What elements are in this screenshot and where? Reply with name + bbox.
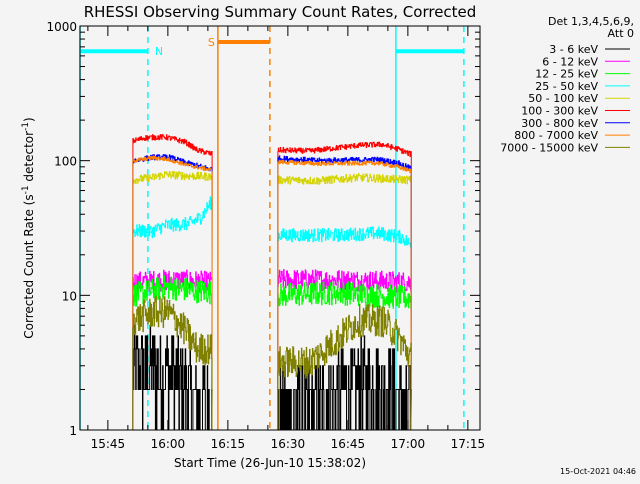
legend-label: 25 - 50 keV [535, 80, 598, 93]
legend-label: 100 - 300 keV [521, 105, 598, 118]
x-tick-label: 16:00 [151, 437, 186, 451]
series-line-3-6keV [277, 335, 412, 431]
series-line-25-50keV [277, 226, 412, 431]
x-tick-label: 16:15 [211, 437, 246, 451]
series-line-7000-15000keV [277, 304, 412, 431]
plot-area: NS [79, 26, 465, 431]
legend-label: 300 - 800 keV [521, 117, 598, 130]
series-line-12-25keV [132, 275, 213, 431]
legend-label: 50 - 100 keV [528, 92, 598, 105]
series-line-800-7000keV [132, 155, 213, 431]
x-tick-label: 16:30 [271, 437, 306, 451]
y-tick-label: 100 [54, 155, 77, 169]
series-line-3-6keV [132, 324, 213, 431]
legend-header-2: Att 0 [608, 27, 634, 40]
legend-label: 12 - 25 keV [535, 68, 598, 81]
x-axis-label: Start Time (26-Jun-10 15:38:02) [174, 456, 366, 470]
series-line-100-300keV [132, 134, 213, 431]
legend-label: 800 - 7000 keV [514, 129, 598, 142]
legend-label: 6 - 12 keV [542, 55, 598, 68]
x-tick-label: 16:45 [331, 437, 366, 451]
x-tick-label: 17:15 [451, 437, 486, 451]
series-line-100-300keV [277, 141, 412, 431]
chart-title: RHESSI Observing Summary Count Rates, Co… [84, 3, 477, 21]
flag-label-S: S [208, 36, 215, 49]
x-tick-label: 15:45 [91, 437, 126, 451]
y-tick-label: 10 [62, 289, 77, 303]
timestamp: 15-Oct-2021 04:46 [560, 467, 636, 476]
legend-label: 7000 - 15000 keV [500, 141, 598, 154]
y-axis-label: Corrected Count Rate (s-1 detector-1) [21, 117, 36, 338]
y-tick-label: 1 [69, 424, 77, 438]
flag-label-N: N [155, 45, 163, 58]
series-line-12-25keV [277, 281, 412, 431]
series-line-25-50keV [132, 196, 213, 431]
series-line-50-100keV [132, 171, 213, 431]
axes: 1000 100 10 1 15:45 16:00 16:15 16:30 16:45 17:00… [46, 20, 485, 451]
x-tick-label: 17:00 [391, 437, 426, 451]
legend-label: 3 - 6 keV [549, 43, 598, 56]
legend-header-1: Det 1,3,4,5,6,9, [548, 15, 634, 28]
series-line-50-100keV [277, 173, 412, 431]
y-tick-label: 1000 [46, 20, 77, 34]
series-line-7000-15000keV [132, 295, 213, 431]
plot-frame [79, 25, 481, 431]
series-line-800-7000keV [277, 159, 412, 431]
